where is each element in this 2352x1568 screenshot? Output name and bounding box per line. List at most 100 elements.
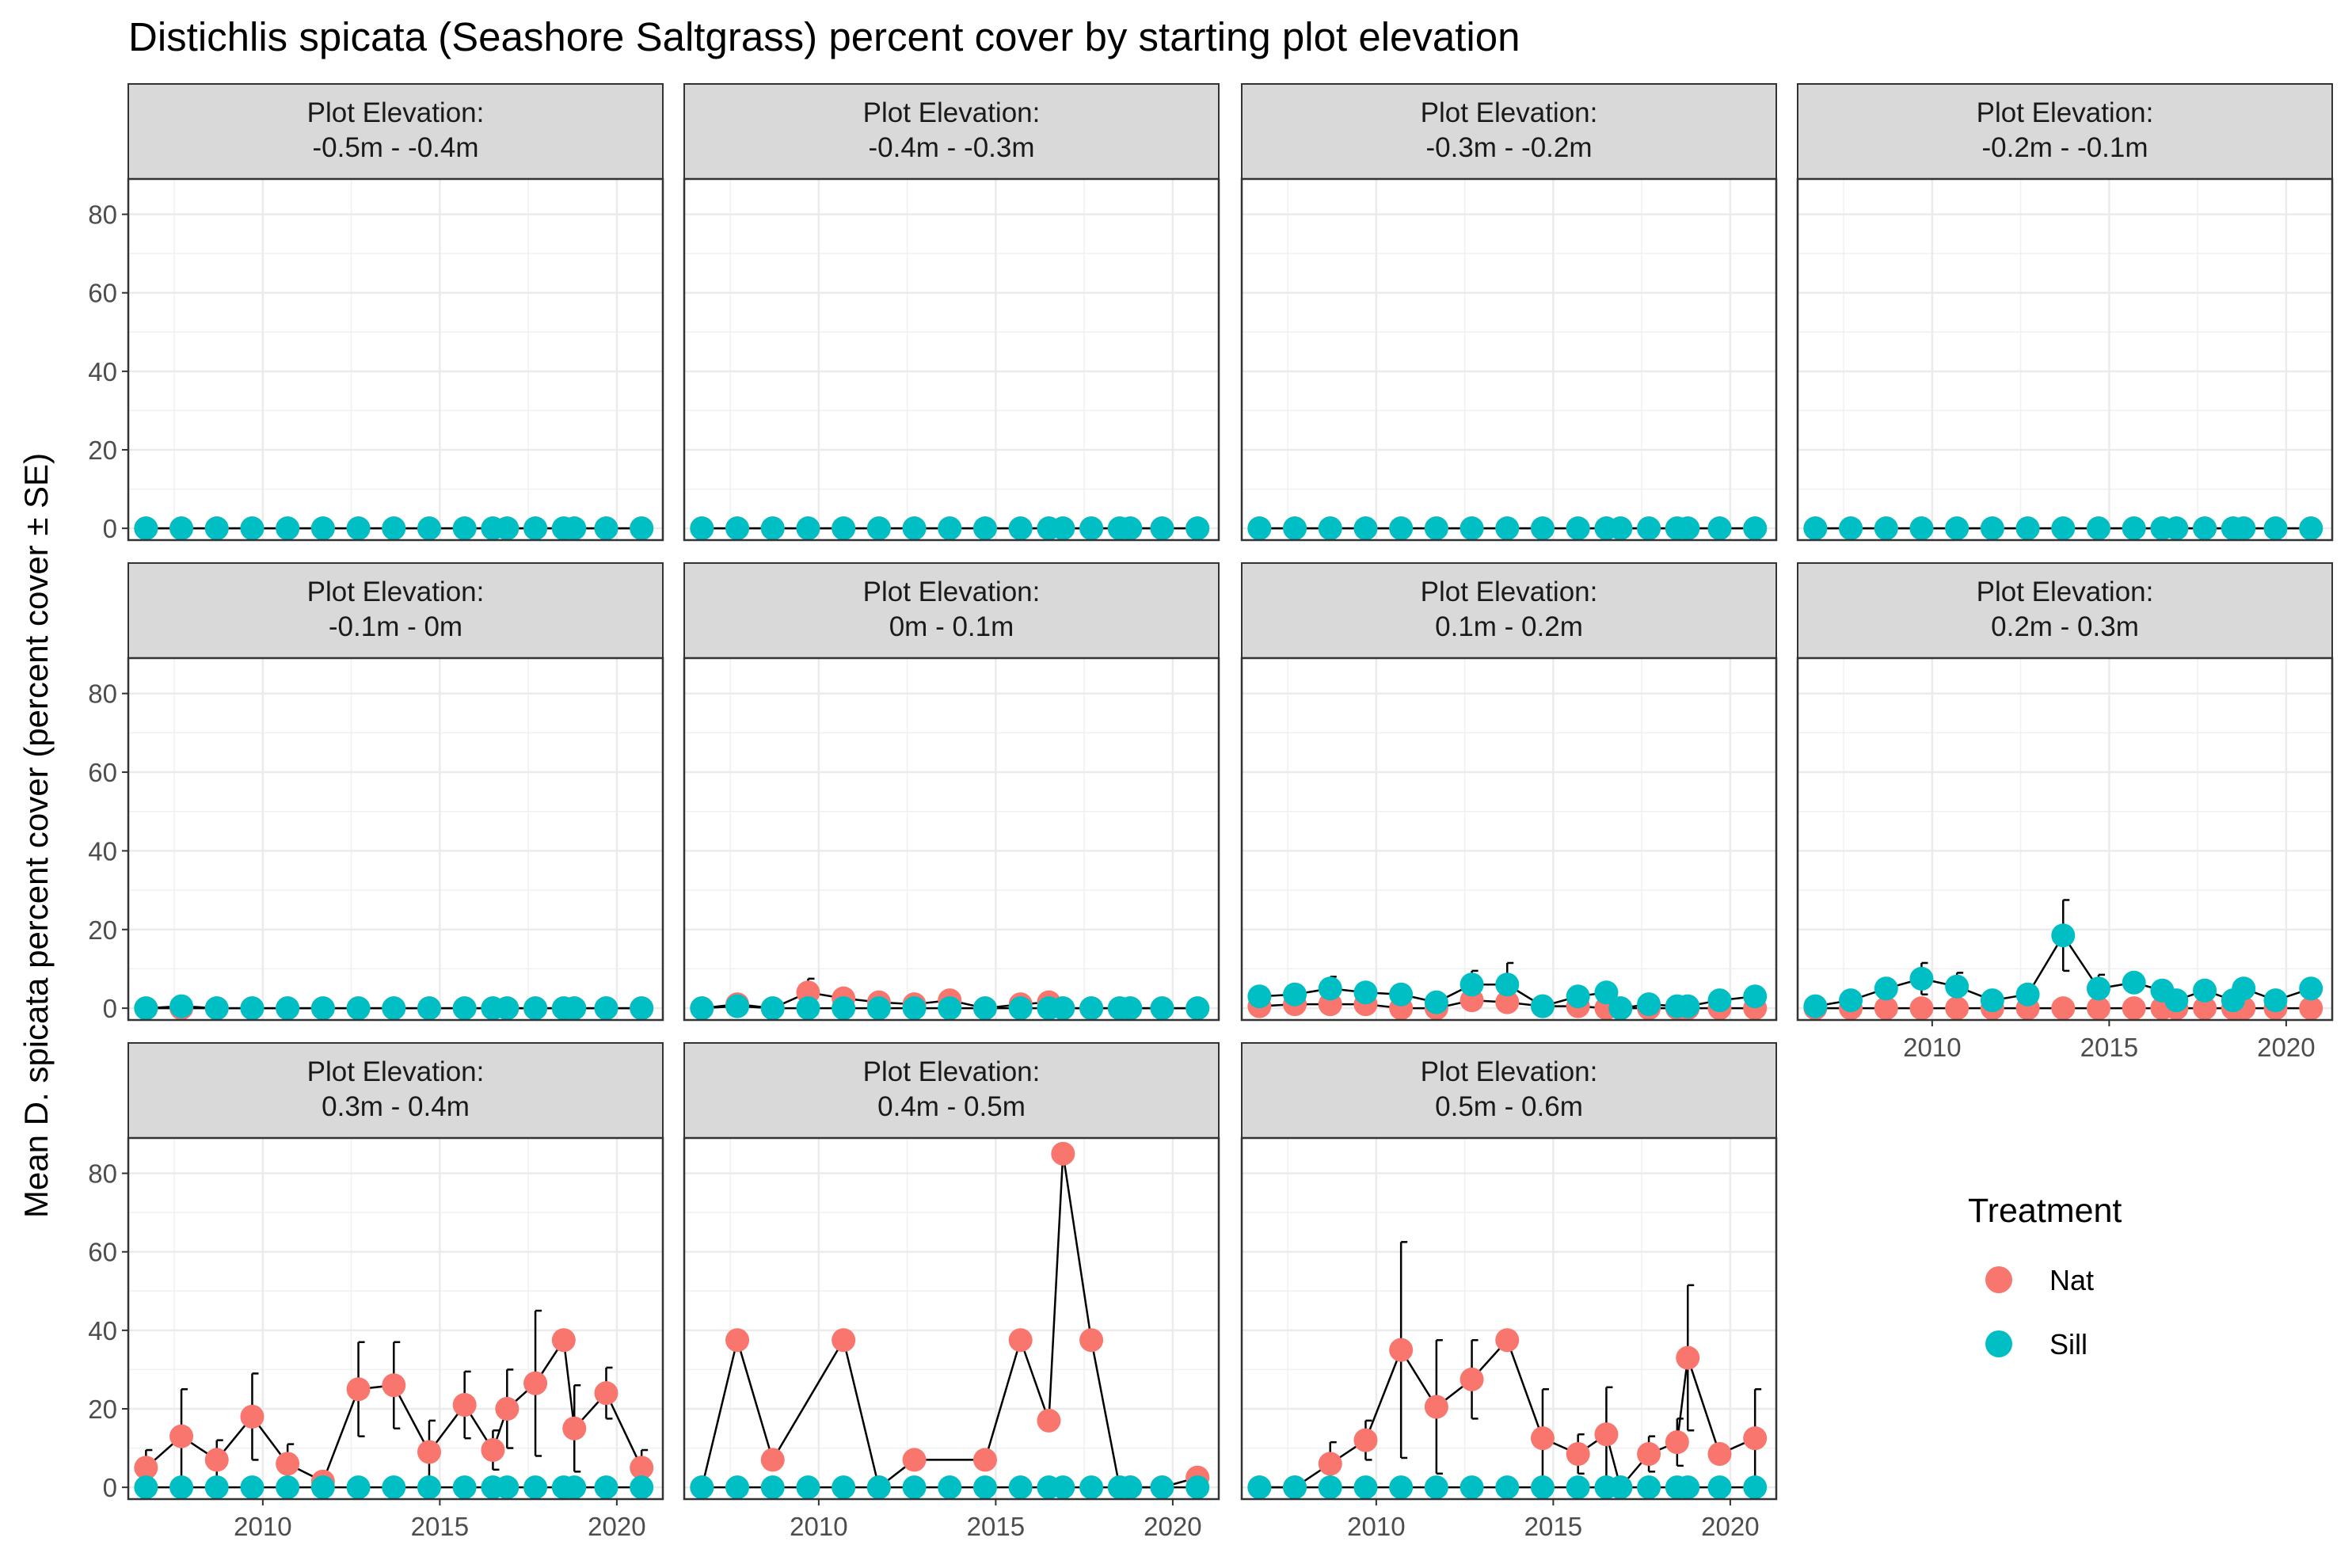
data-point-sill: [832, 996, 856, 1021]
y-axis-label: Mean D. spicata percent cover (percent c…: [17, 453, 55, 1218]
data-point-nat: [1530, 1426, 1555, 1451]
data-point-sill: [2263, 988, 2288, 1013]
x-tick-label: 2010: [1903, 1033, 1961, 1062]
data-point-nat: [417, 1440, 441, 1464]
data-point-nat: [760, 1448, 785, 1472]
data-point-sill: [1743, 984, 1768, 1009]
data-point-sill: [725, 994, 750, 1018]
facet-panel: Plot Elevation: 0.4m - 0.5m 2010 2015 2020: [683, 1042, 1220, 1541]
facet-strip-title: Plot Elevation:: [1421, 1056, 1598, 1087]
facet-panel: Plot Elevation: 0.3m - 0.4m 0 20 40 60 80 2010 2…: [88, 1042, 664, 1541]
data-point-nat: [134, 1456, 158, 1480]
data-point-sill: [1803, 994, 1828, 1018]
data-point-nat: [2051, 996, 2076, 1021]
data-point-sill: [594, 516, 618, 541]
data-point-nat: [562, 1416, 587, 1441]
data-point-nat: [276, 1452, 300, 1476]
x-tick-label: 2010: [1347, 1512, 1405, 1541]
data-point-sill: [2164, 988, 2189, 1013]
data-point-nat: [1495, 990, 1520, 1014]
y-tick-label: 60: [88, 758, 117, 787]
data-point-sill: [1909, 966, 1934, 991]
data-point-nat: [452, 1393, 477, 1418]
data-point-sill: [1424, 990, 1448, 1014]
plot-area: [1242, 179, 1776, 540]
data-point-sill: [2232, 976, 2256, 1001]
facet-strip-label: 0.1m - 0.2m: [1435, 611, 1583, 642]
panel-border: [1796, 657, 2334, 1022]
panel-border: [1796, 177, 2334, 542]
data-point-sill: [1803, 516, 1828, 541]
data-point-sill: [240, 516, 265, 541]
data-point-nat: [1874, 996, 1898, 1021]
data-point-sill: [594, 996, 618, 1021]
data-point-sill: [169, 1475, 194, 1500]
data-point-sill: [1460, 516, 1484, 541]
data-point-sill: [1460, 1475, 1484, 1500]
data-point-nat: [495, 1397, 519, 1421]
facet-panel: Plot Elevation: -0.5m - -0.4m 0 20 40 60 80: [88, 83, 664, 543]
data-point-sill: [1283, 1475, 1307, 1500]
y-tick-label: 80: [88, 1159, 117, 1189]
data-point-sill: [1676, 994, 1700, 1018]
data-point-sill: [1566, 1475, 1590, 1500]
x-tick-label: 2015: [1524, 1512, 1582, 1541]
data-point-sill: [760, 516, 785, 541]
data-point-sill: [523, 996, 548, 1021]
facet-strip-label: 0.3m - 0.4m: [322, 1091, 470, 1122]
data-point-sill: [1118, 1475, 1143, 1500]
data-point-sill: [866, 996, 891, 1021]
panel-border: [127, 177, 664, 542]
facet-panel: Plot Elevation: 0.2m - 0.3m 2010 2015 2020: [1796, 562, 2334, 1062]
y-tick-label: 60: [88, 279, 117, 308]
data-point-sill: [690, 516, 714, 541]
facet-panel: Plot Elevation: -0.3m - -0.2m: [1240, 83, 1778, 542]
facet-strip-title: Plot Elevation:: [307, 97, 485, 128]
y-tick-label: 20: [88, 1395, 117, 1424]
data-point-nat: [1495, 1328, 1520, 1353]
panel-border: [1240, 1136, 1778, 1501]
data-point-nat: [1637, 1442, 1661, 1466]
data-point-sill: [972, 1475, 997, 1500]
data-point-sill: [2193, 978, 2217, 1003]
panel-border: [1240, 657, 1778, 1022]
data-point-sill: [1150, 1475, 1174, 1500]
data-point-sill: [1424, 516, 1448, 541]
data-point-sill: [972, 516, 997, 541]
data-point-sill: [690, 1475, 714, 1500]
data-point-sill: [1008, 996, 1033, 1021]
y-tick-label: 40: [88, 1316, 117, 1345]
data-point-nat: [972, 1448, 997, 1472]
data-point-sill: [1051, 1475, 1075, 1500]
data-point-sill: [1594, 980, 1619, 1005]
data-point-nat: [2122, 996, 2146, 1021]
data-point-sill: [382, 516, 406, 541]
data-point-sill: [134, 1475, 158, 1500]
plot-area: [1798, 658, 2332, 1020]
data-point-sill: [1945, 974, 1970, 999]
data-point-sill: [240, 1475, 265, 1500]
x-tick-label: 2020: [1701, 1512, 1759, 1541]
data-point-sill: [1353, 980, 1378, 1005]
facet-strip-title: Plot Elevation:: [1421, 97, 1598, 128]
x-tick-label: 2010: [790, 1512, 847, 1541]
plot-area: [684, 179, 1219, 540]
plot-area: [1242, 1138, 1776, 1499]
data-point-nat: [551, 1328, 576, 1353]
data-point-nat: [1945, 996, 1970, 1021]
data-point-sill: [2193, 516, 2217, 541]
data-point-sill: [452, 1475, 477, 1500]
data-point-nat: [1909, 996, 1934, 1021]
data-point-sill: [2051, 516, 2076, 541]
data-point-sill: [1530, 1475, 1555, 1500]
facet-strip-label: -0.5m - -0.4m: [312, 132, 478, 163]
data-point-sill: [1424, 1475, 1448, 1500]
facet-strip-label: -0.2m - -0.1m: [1981, 132, 2148, 163]
data-point-sill: [760, 1475, 785, 1500]
data-point-sill: [1608, 996, 1633, 1021]
data-point-sill: [2086, 976, 2110, 1001]
data-point-sill: [832, 1475, 856, 1500]
data-point-sill: [2299, 976, 2323, 1001]
data-point-sill: [902, 516, 927, 541]
